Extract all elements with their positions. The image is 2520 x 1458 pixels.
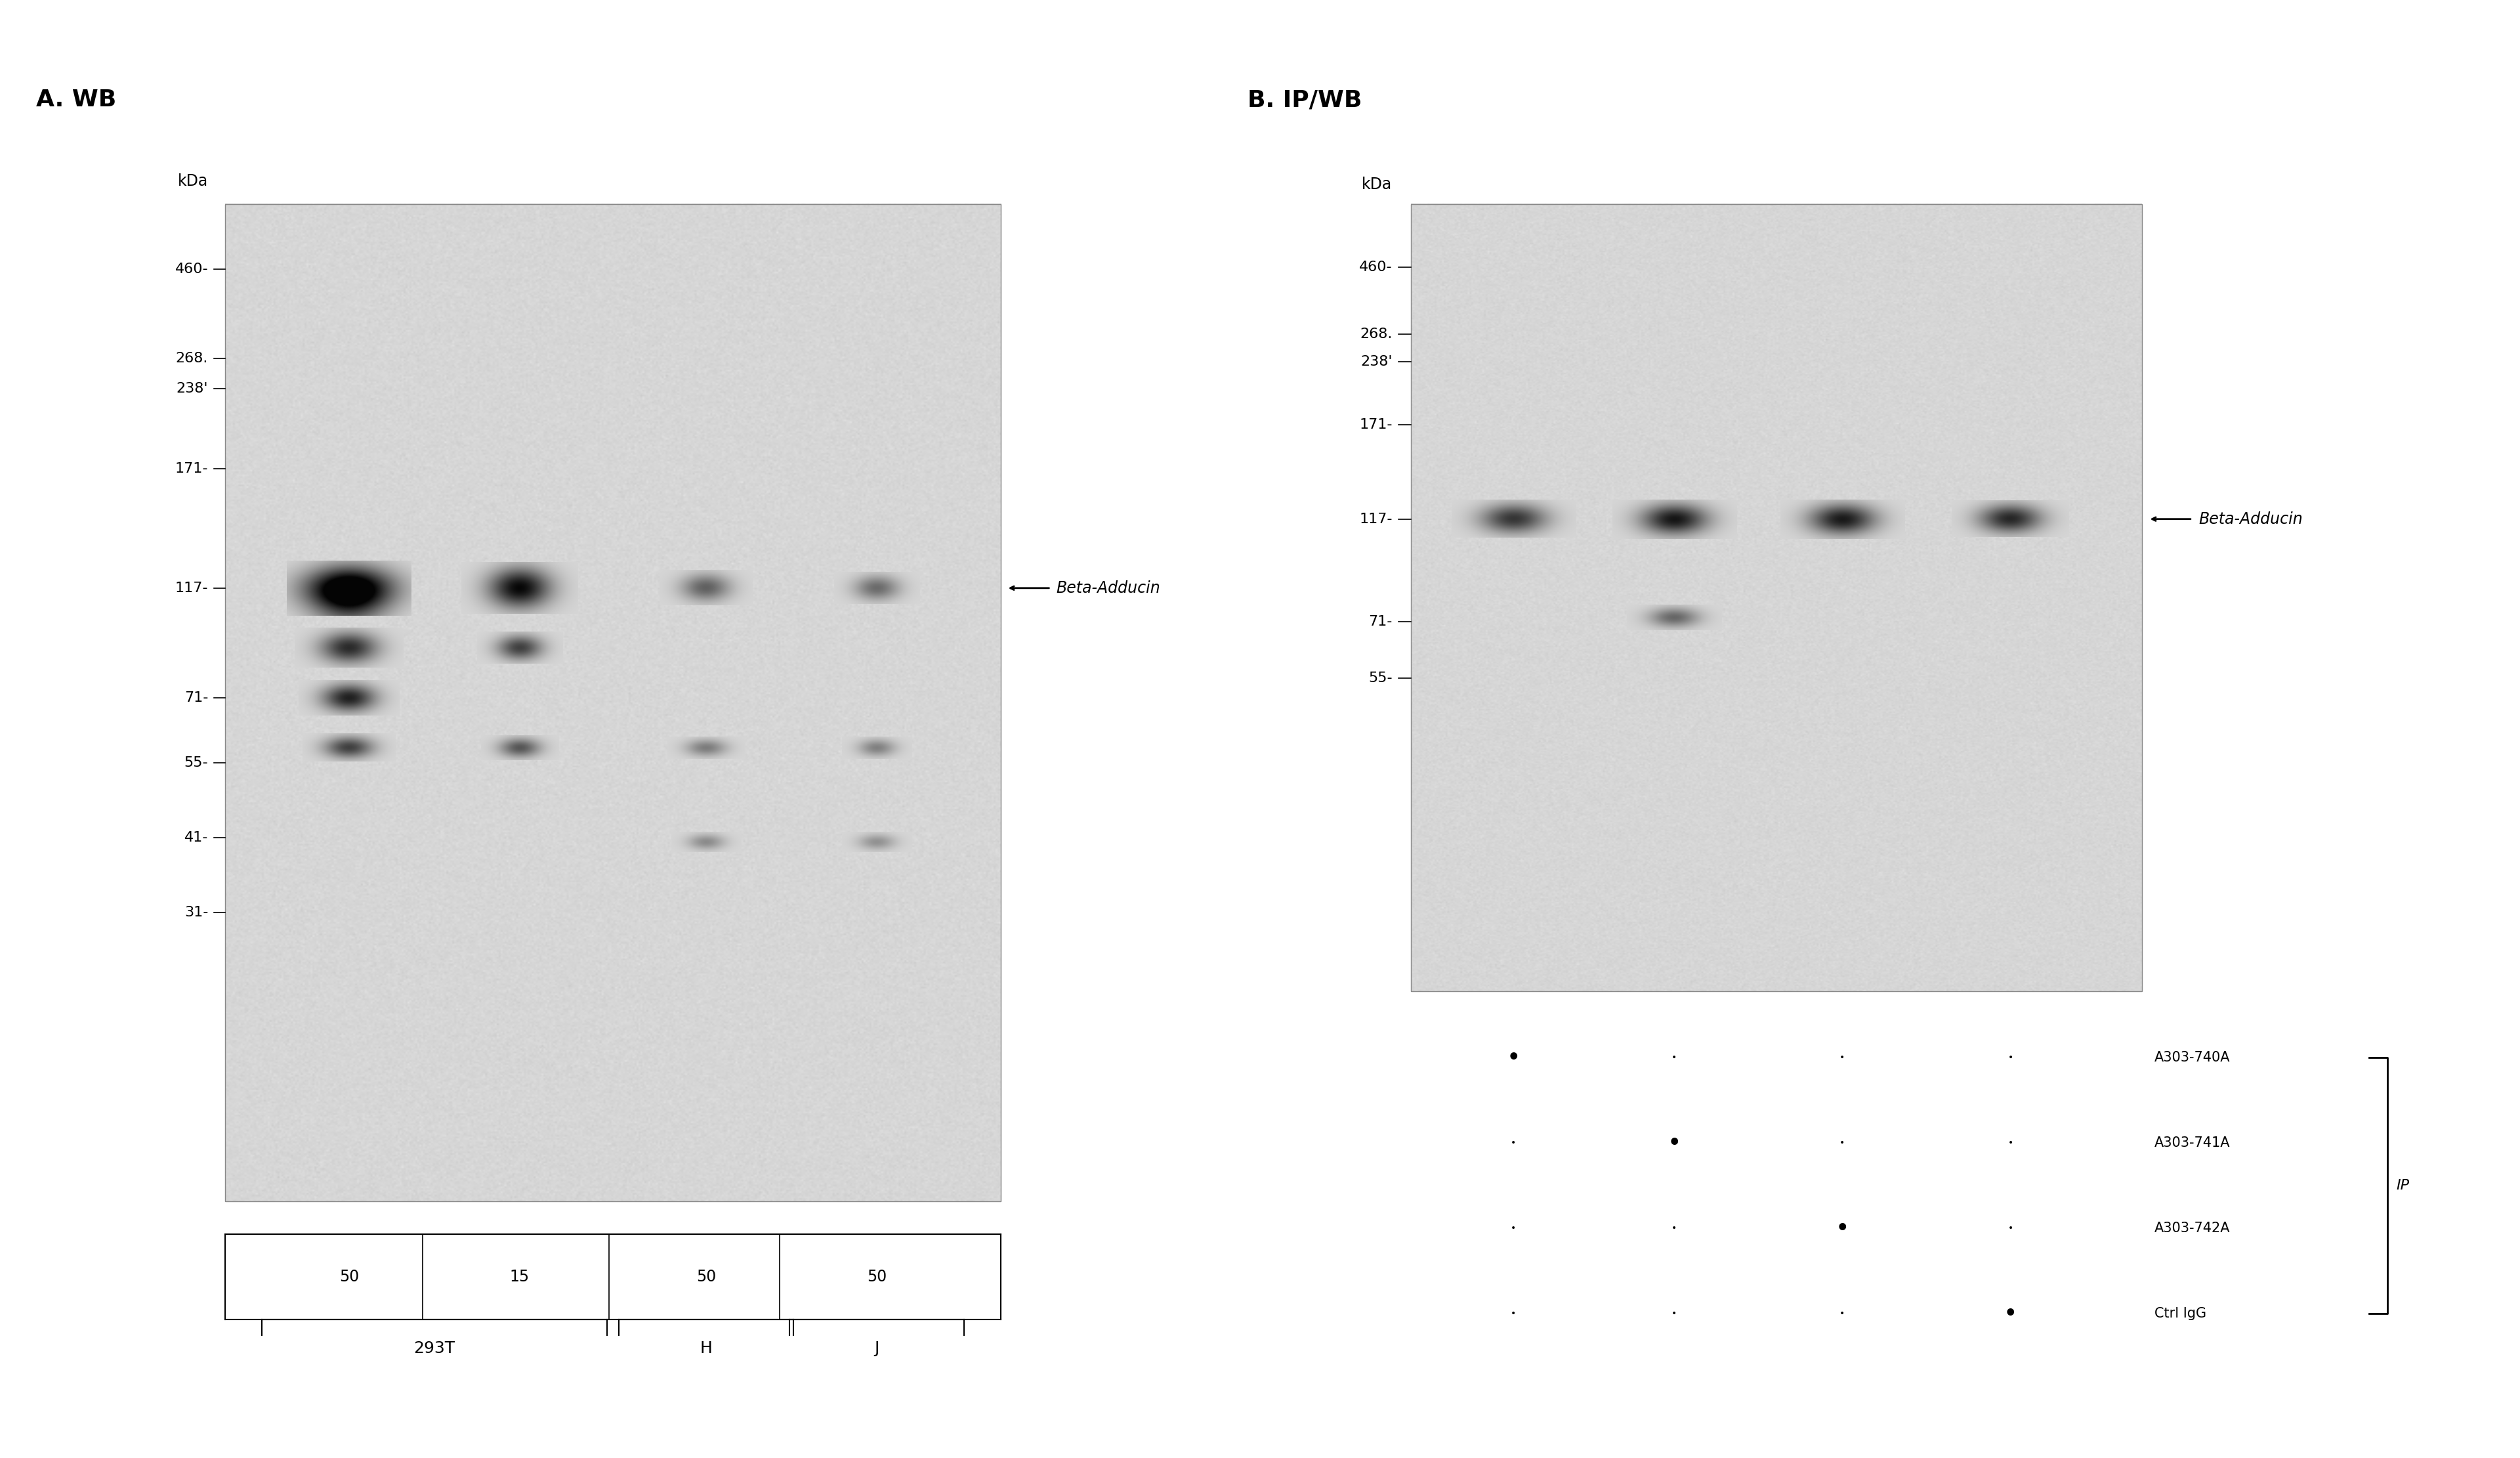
Text: J: J [874, 1340, 879, 1356]
Bar [1411, 204, 2142, 991]
Text: 71-: 71- [184, 691, 209, 704]
Bar [224, 204, 1000, 1201]
Text: Ctrl IgG: Ctrl IgG [2155, 1306, 2208, 1319]
Text: 460-: 460- [174, 262, 209, 276]
Text: A303-742A: A303-742A [2155, 1222, 2230, 1235]
Text: 55-: 55- [184, 757, 209, 770]
Text: 268.: 268. [176, 353, 209, 366]
Text: •: • [1671, 1053, 1676, 1063]
Text: •: • [1840, 1053, 1845, 1063]
Text: •: • [1668, 1133, 1681, 1152]
Text: •: • [1512, 1309, 1517, 1318]
Text: •: • [1671, 1223, 1676, 1233]
Text: 50: 50 [340, 1268, 358, 1284]
Text: 15: 15 [509, 1268, 529, 1284]
Text: •: • [1512, 1139, 1517, 1147]
Text: •: • [1671, 1309, 1676, 1318]
Text: 41-: 41- [184, 831, 209, 844]
Text: •: • [2008, 1053, 2013, 1063]
Text: •: • [1507, 1048, 1520, 1067]
Text: B. IP/WB: B. IP/WB [1247, 89, 1361, 111]
Text: A303-741A: A303-741A [2155, 1136, 2230, 1149]
Text: kDa: kDa [1361, 176, 1391, 192]
Text: 50: 50 [696, 1268, 716, 1284]
Text: •: • [1840, 1309, 1845, 1318]
Text: A303-740A: A303-740A [2155, 1051, 2230, 1064]
Text: •: • [2008, 1223, 2013, 1233]
Text: Beta-Adducin: Beta-Adducin [1056, 580, 1162, 596]
Text: 117-: 117- [174, 582, 209, 595]
Text: IP: IP [2397, 1180, 2409, 1193]
Text: 460-: 460- [1358, 261, 1391, 274]
Text: •: • [1837, 1219, 1850, 1238]
Text: 31-: 31- [184, 905, 209, 919]
Text: 238': 238' [176, 382, 209, 395]
Text: •: • [1512, 1223, 1517, 1233]
Text: 117-: 117- [1358, 512, 1391, 526]
Text: 293T: 293T [413, 1340, 456, 1356]
Text: kDa: kDa [179, 174, 209, 190]
Text: •: • [2008, 1139, 2013, 1147]
Text: Beta-Adducin: Beta-Adducin [2197, 512, 2303, 526]
Text: 171-: 171- [174, 462, 209, 475]
Text: 171-: 171- [1358, 418, 1391, 432]
Text: 71-: 71- [1368, 615, 1391, 628]
Text: A. WB: A. WB [35, 89, 116, 111]
Text: 238': 238' [1361, 354, 1391, 369]
Text: •: • [1840, 1139, 1845, 1147]
Text: 55-: 55- [1368, 672, 1391, 685]
Text: 268.: 268. [1361, 328, 1391, 341]
Text: •: • [2003, 1303, 2016, 1322]
Text: 50: 50 [867, 1268, 887, 1284]
Text: H: H [701, 1340, 713, 1356]
